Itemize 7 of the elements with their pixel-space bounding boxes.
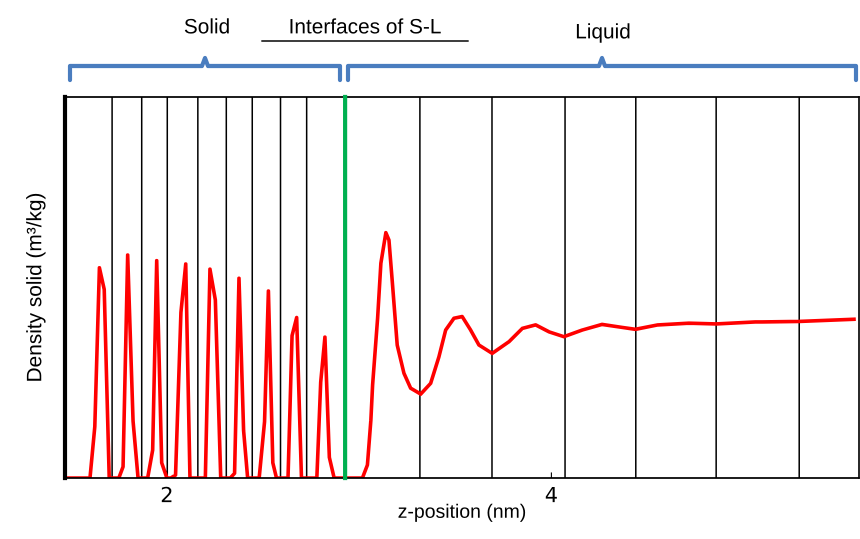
text: Liquid xyxy=(576,23,630,43)
x-axis-title: z-position (nm) xyxy=(398,504,526,522)
text: Solid xyxy=(184,18,229,34)
y-axis-title: Density solid (m³/kg) xyxy=(26,194,46,381)
x-tick-label: 4 xyxy=(546,486,557,502)
x-tick-label: 2 xyxy=(162,486,172,502)
text: Interfaces of S-L xyxy=(290,18,441,34)
